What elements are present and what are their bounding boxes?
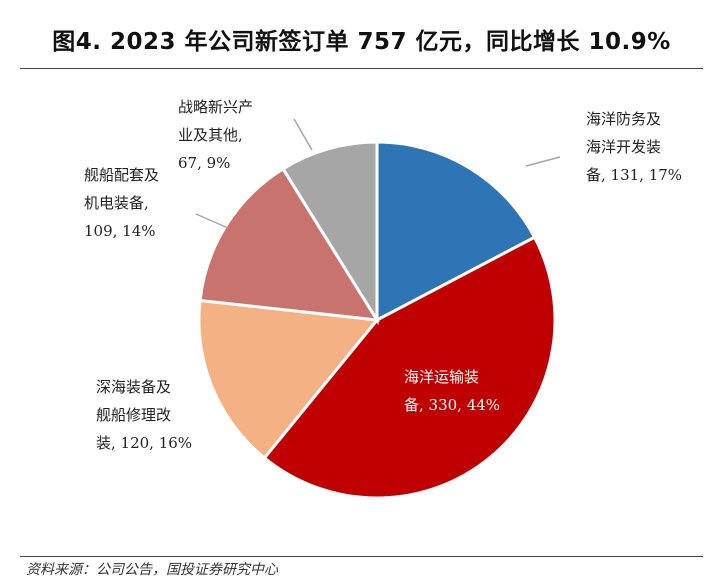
- slice-label-line: 海洋开发装: [586, 138, 661, 156]
- slice-label-line: 海洋运输装: [404, 368, 479, 386]
- slice-label-line: 战略新兴产: [178, 98, 253, 116]
- slice-label-line: 109, 14%: [84, 222, 156, 240]
- slice-label-line: 深海装备及: [96, 378, 171, 396]
- slice-label-line: 舰船配套及: [84, 166, 159, 184]
- pie-chart: 海洋防务及海洋开发装备, 131, 17% 海洋运输装备, 330, 44% 深海装…: [84, 98, 682, 500]
- slice-label-line: 备, 330, 44%: [404, 396, 500, 414]
- pie-slice: [375, 140, 537, 323]
- pie-slice: [280, 140, 379, 326]
- pie-slice: [262, 235, 557, 500]
- slice-label: 海洋防务及海洋开发装备, 131, 17%: [586, 110, 682, 184]
- slice-label: 海洋运输装备, 330, 44%: [404, 368, 500, 414]
- pie-slice: [198, 166, 380, 322]
- source-note: 资料来源：公司公告，国投证券研究中心: [26, 562, 278, 578]
- title-divider: [20, 68, 703, 69]
- source-divider: [20, 556, 703, 557]
- slice-label-line: 装, 120, 16%: [96, 434, 192, 452]
- leader-line: [525, 156, 561, 167]
- leader-line: [293, 118, 313, 151]
- figure-title: 图4. 2023 年公司新签订单 757 亿元，同比增长 10.9%: [52, 29, 671, 55]
- slice-label-line: 舰船修理改: [96, 406, 171, 424]
- slice-label: 战略新兴产业及其他, 67, 9%: [178, 98, 253, 172]
- slice-label-line: 机电装备,: [84, 194, 149, 212]
- leader-line: [195, 213, 229, 229]
- slice-label-line: 海洋防务及: [586, 110, 661, 128]
- slice-label: 深海装备及舰船修理改装, 120, 16%: [96, 378, 192, 452]
- pie-slice: [197, 298, 380, 460]
- slice-label-line: 67, 9%: [178, 154, 230, 172]
- slice-label-line: 业及其他,: [178, 126, 243, 144]
- slice-label: 舰船配套及机电装备, 109, 14%: [84, 166, 159, 240]
- slice-label-line: 备, 131, 17%: [586, 166, 682, 184]
